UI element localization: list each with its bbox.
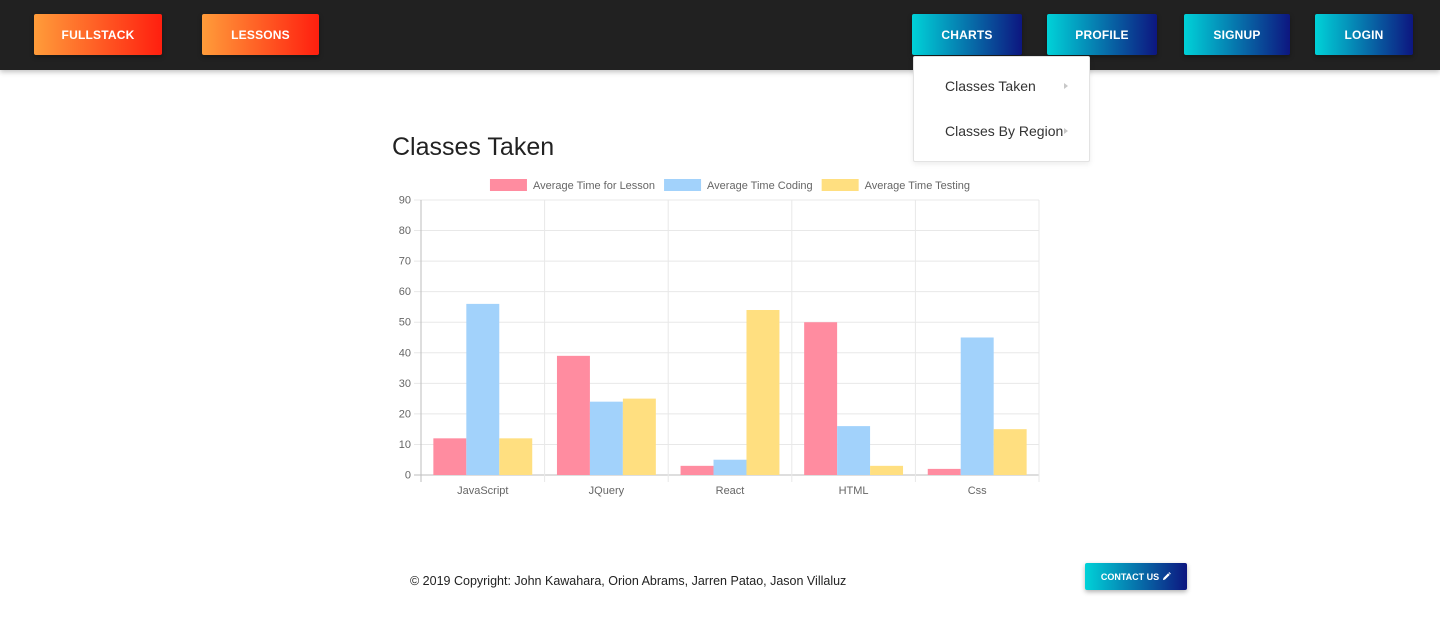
bar <box>714 460 747 475</box>
caret-right-icon <box>1064 83 1068 89</box>
y-tick-label: 70 <box>399 256 411 268</box>
profile-button[interactable]: PROFILE <box>1047 14 1157 55</box>
caret-right-icon <box>1064 128 1068 134</box>
legend-label: Average Time for Lesson <box>533 180 655 192</box>
fullstack-button[interactable]: FULLSTACK <box>34 14 162 55</box>
dropdown-item-classes-by-region[interactable]: Classes By Region <box>914 111 1089 151</box>
bar <box>466 304 499 475</box>
bar <box>623 399 656 475</box>
lessons-button[interactable]: LESSONS <box>202 14 319 55</box>
bar <box>557 356 590 475</box>
dropdown-item-classes-taken[interactable]: Classes Taken <box>914 66 1089 106</box>
legend-swatch <box>822 179 859 191</box>
charts-button[interactable]: CHARTS <box>912 14 1022 55</box>
bar <box>994 429 1027 475</box>
dropdown-item-label: Classes Taken <box>945 78 1036 94</box>
y-tick-label: 10 <box>399 439 411 451</box>
signup-button[interactable]: SIGNUP <box>1184 14 1290 55</box>
y-tick-label: 90 <box>399 195 411 207</box>
y-tick-label: 0 <box>405 470 411 482</box>
y-tick-label: 40 <box>399 347 411 359</box>
bar <box>746 310 779 475</box>
bar <box>433 438 466 475</box>
y-tick-label: 60 <box>399 286 411 298</box>
pencil-icon <box>1162 572 1171 581</box>
legend-label: Average Time Coding <box>707 180 813 192</box>
x-tick-label: React <box>716 485 745 497</box>
bar <box>681 466 714 475</box>
y-tick-label: 80 <box>399 225 411 237</box>
page-title: Classes Taken <box>392 133 554 162</box>
x-tick-label: HTML <box>839 485 869 497</box>
contact-us-label: CONTACT US <box>1101 572 1159 582</box>
legend-swatch <box>664 179 701 191</box>
bar <box>961 338 994 476</box>
legend-label: Average Time Testing <box>865 180 970 192</box>
login-button[interactable]: LOGIN <box>1315 14 1413 55</box>
contact-us-button[interactable]: CONTACT US <box>1085 563 1187 590</box>
y-tick-label: 20 <box>399 408 411 420</box>
bar <box>837 426 870 475</box>
charts-dropdown-menu: Classes Taken Classes By Region <box>913 56 1090 162</box>
bar <box>804 322 837 475</box>
navbar: FULLSTACK LESSONS CHARTS PROFILE SIGNUP … <box>0 0 1440 70</box>
x-tick-label: JQuery <box>589 485 625 497</box>
bar <box>499 438 532 475</box>
dropdown-item-label: Classes By Region <box>945 123 1063 139</box>
bar <box>590 402 623 475</box>
x-tick-label: Css <box>968 485 987 497</box>
bar <box>928 469 961 475</box>
y-tick-label: 50 <box>399 317 411 329</box>
bar <box>870 466 903 475</box>
bar-chart: 0 10 20 30 40 50 60 70 80 90 JavaScript JQuery React… <box>380 170 1050 500</box>
footer-copyright: © 2019 Copyright: John Kawahara, Orion A… <box>410 574 846 588</box>
y-tick-label: 30 <box>399 378 411 390</box>
x-tick-label: JavaScript <box>457 485 508 497</box>
legend-swatch <box>490 179 527 191</box>
